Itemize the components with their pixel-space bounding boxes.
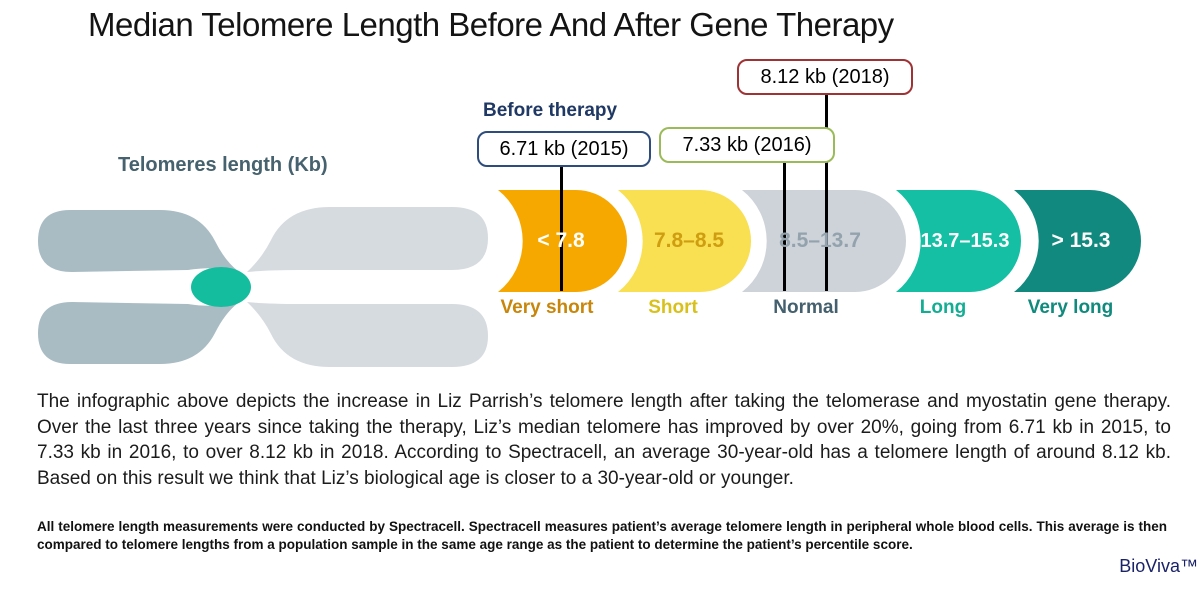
segment-range-very-long: > 15.3 — [1051, 229, 1111, 252]
segment-range-normal: 8.5–13.7 — [779, 229, 861, 252]
segment-range-short: 7.8–8.5 — [653, 229, 725, 252]
segment-label-short: Short — [648, 297, 698, 318]
chromosome-illustration — [38, 207, 488, 367]
segment-label-very-short: Very short — [500, 297, 594, 318]
callout-line-2016 — [783, 161, 786, 291]
chromosome-arm-top-right — [247, 207, 488, 272]
scale-segment-very-long — [1014, 190, 1141, 292]
telomeres-length-label: Telomeres length (Kb) — [118, 154, 328, 176]
chromosome-arm-bottom-left — [38, 302, 238, 364]
telomere-length-scale — [498, 190, 1141, 292]
callout-line-2015 — [560, 165, 563, 291]
chromosome-arm-bottom-right — [247, 302, 488, 367]
scale-segment-long — [896, 190, 1021, 292]
footnote-text: All telomere length measurements were co… — [37, 519, 1167, 552]
segment-label-long: Long — [919, 297, 967, 318]
measurement-box-2018: 8.12 kb (2018) — [737, 59, 913, 95]
scale-segment-short — [618, 190, 751, 292]
page-title: Median Telomere Length Before And After … — [88, 6, 894, 43]
segment-label-normal: Normal — [773, 297, 839, 318]
body-paragraph: The infographic above depicts the increa… — [37, 391, 1171, 489]
segment-range-very-short: < 7.8 — [537, 229, 585, 252]
segment-label-very-long: Very long — [1027, 297, 1114, 318]
measurement-box-2016: 7.33 kb (2016) — [659, 127, 835, 163]
before-therapy-label: Before therapy — [483, 100, 618, 121]
measurement-box-2015: 6.71 kb (2015) — [477, 131, 651, 167]
chromosome-arm-top-left — [38, 210, 238, 272]
callout-line-2018 — [825, 93, 828, 291]
centromere — [191, 267, 251, 307]
brand-logo: BioViva™ — [1119, 556, 1198, 576]
segment-range-long: 13.7–15.3 — [920, 230, 1010, 252]
